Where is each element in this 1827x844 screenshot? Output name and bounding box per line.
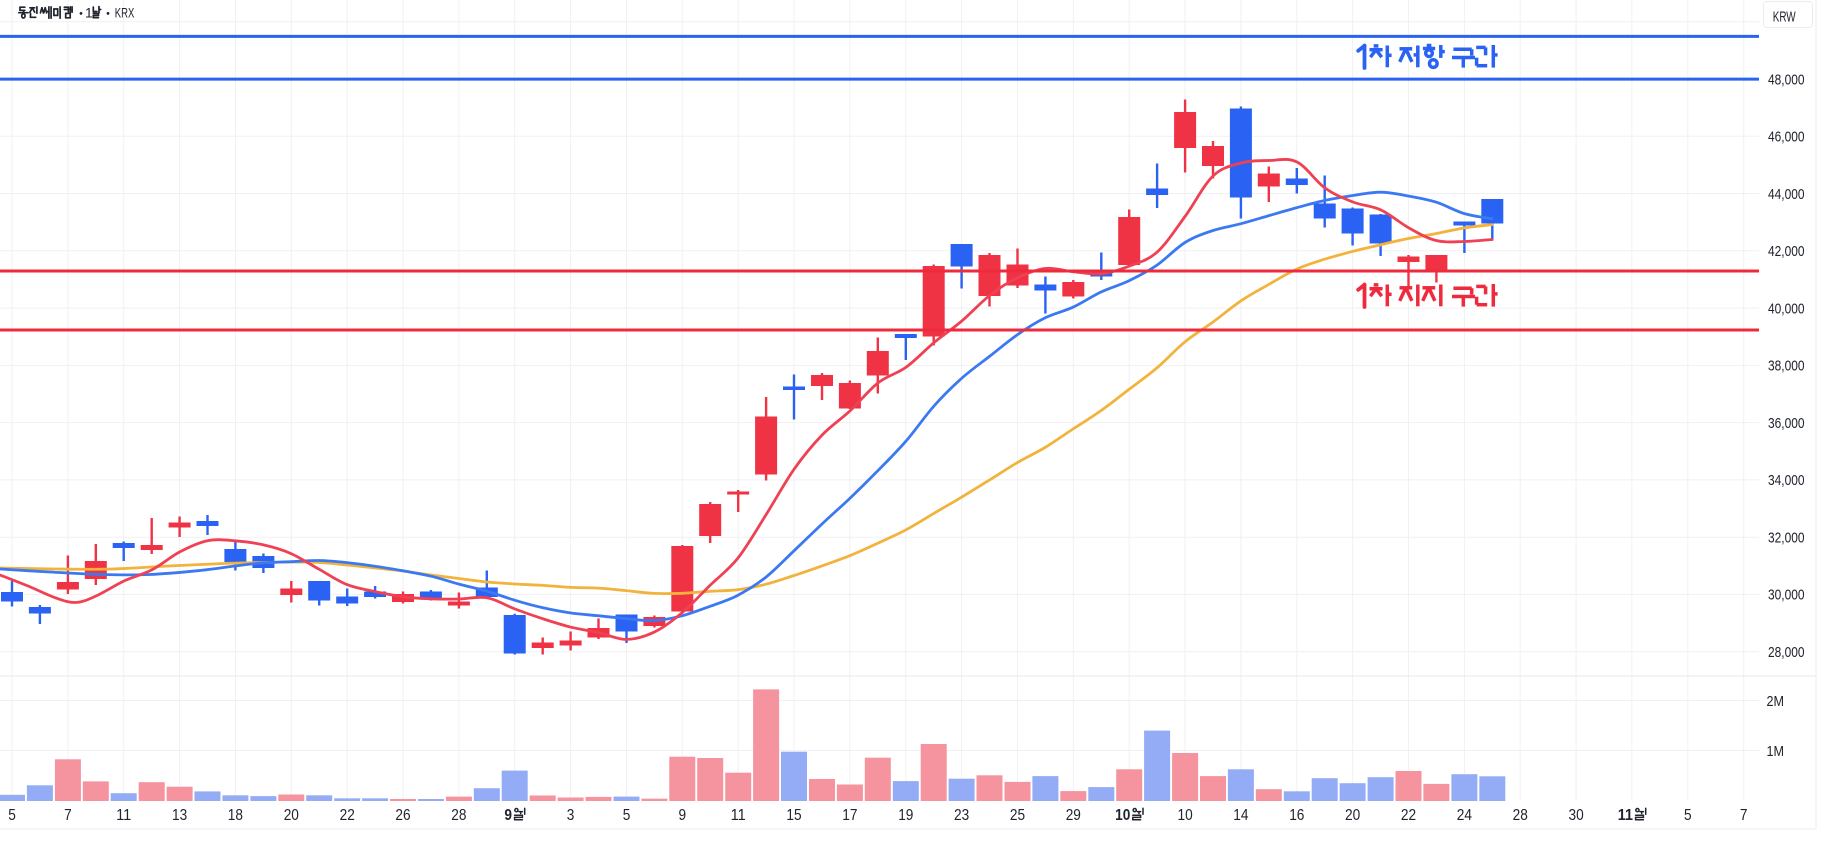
svg-text:18: 18 <box>228 807 243 824</box>
svg-text:3: 3 <box>567 807 575 824</box>
svg-text:25: 25 <box>1010 807 1025 824</box>
svg-text:29: 29 <box>1066 807 1081 824</box>
svg-text:7: 7 <box>64 807 72 824</box>
svg-text:17: 17 <box>842 807 857 824</box>
svg-text:34,000: 34,000 <box>1768 472 1805 489</box>
svg-text:28: 28 <box>451 807 466 824</box>
svg-text:7: 7 <box>1740 807 1748 824</box>
svg-text:11: 11 <box>116 807 131 824</box>
svg-text:KRX: KRX <box>115 5 135 20</box>
svg-text:24: 24 <box>1457 807 1473 824</box>
svg-text:44,000: 44,000 <box>1768 186 1805 203</box>
svg-text:11: 11 <box>731 807 746 824</box>
svg-text:22: 22 <box>1401 807 1416 824</box>
svg-text:22: 22 <box>340 807 355 824</box>
svg-text:28: 28 <box>1513 807 1528 824</box>
svg-text:5: 5 <box>8 807 16 824</box>
svg-text:42,000: 42,000 <box>1768 243 1805 260</box>
svg-text:9: 9 <box>504 807 512 824</box>
svg-text:48,000: 48,000 <box>1768 71 1805 88</box>
svg-text:16: 16 <box>1289 807 1304 824</box>
svg-text:46,000: 46,000 <box>1768 129 1805 146</box>
svg-text:1M: 1M <box>1767 743 1785 760</box>
svg-text:36,000: 36,000 <box>1768 415 1805 432</box>
svg-text:23: 23 <box>954 807 969 824</box>
svg-text:28,000: 28,000 <box>1768 644 1805 661</box>
svg-text:11: 11 <box>1618 807 1634 824</box>
svg-text:14: 14 <box>1233 807 1249 824</box>
svg-text:10: 10 <box>1178 807 1194 824</box>
svg-text:KRW: KRW <box>1773 8 1797 25</box>
svg-text:10: 10 <box>1115 807 1130 824</box>
svg-text:32,000: 32,000 <box>1768 530 1805 547</box>
svg-text:30,000: 30,000 <box>1768 587 1805 604</box>
svg-text:40,000: 40,000 <box>1768 300 1805 317</box>
svg-text:5: 5 <box>1684 807 1692 824</box>
svg-text:26: 26 <box>395 807 410 824</box>
svg-text:13: 13 <box>172 807 187 824</box>
svg-text:19: 19 <box>898 807 913 824</box>
svg-text:5: 5 <box>623 807 631 824</box>
svg-text:15: 15 <box>786 807 801 824</box>
svg-text:20: 20 <box>284 807 300 824</box>
svg-text:1: 1 <box>85 5 93 20</box>
svg-text:2M: 2M <box>1767 693 1785 710</box>
svg-text:38,000: 38,000 <box>1768 358 1805 375</box>
svg-text:30: 30 <box>1569 807 1585 824</box>
svg-text:9: 9 <box>679 807 687 824</box>
svg-text:20: 20 <box>1345 807 1361 824</box>
